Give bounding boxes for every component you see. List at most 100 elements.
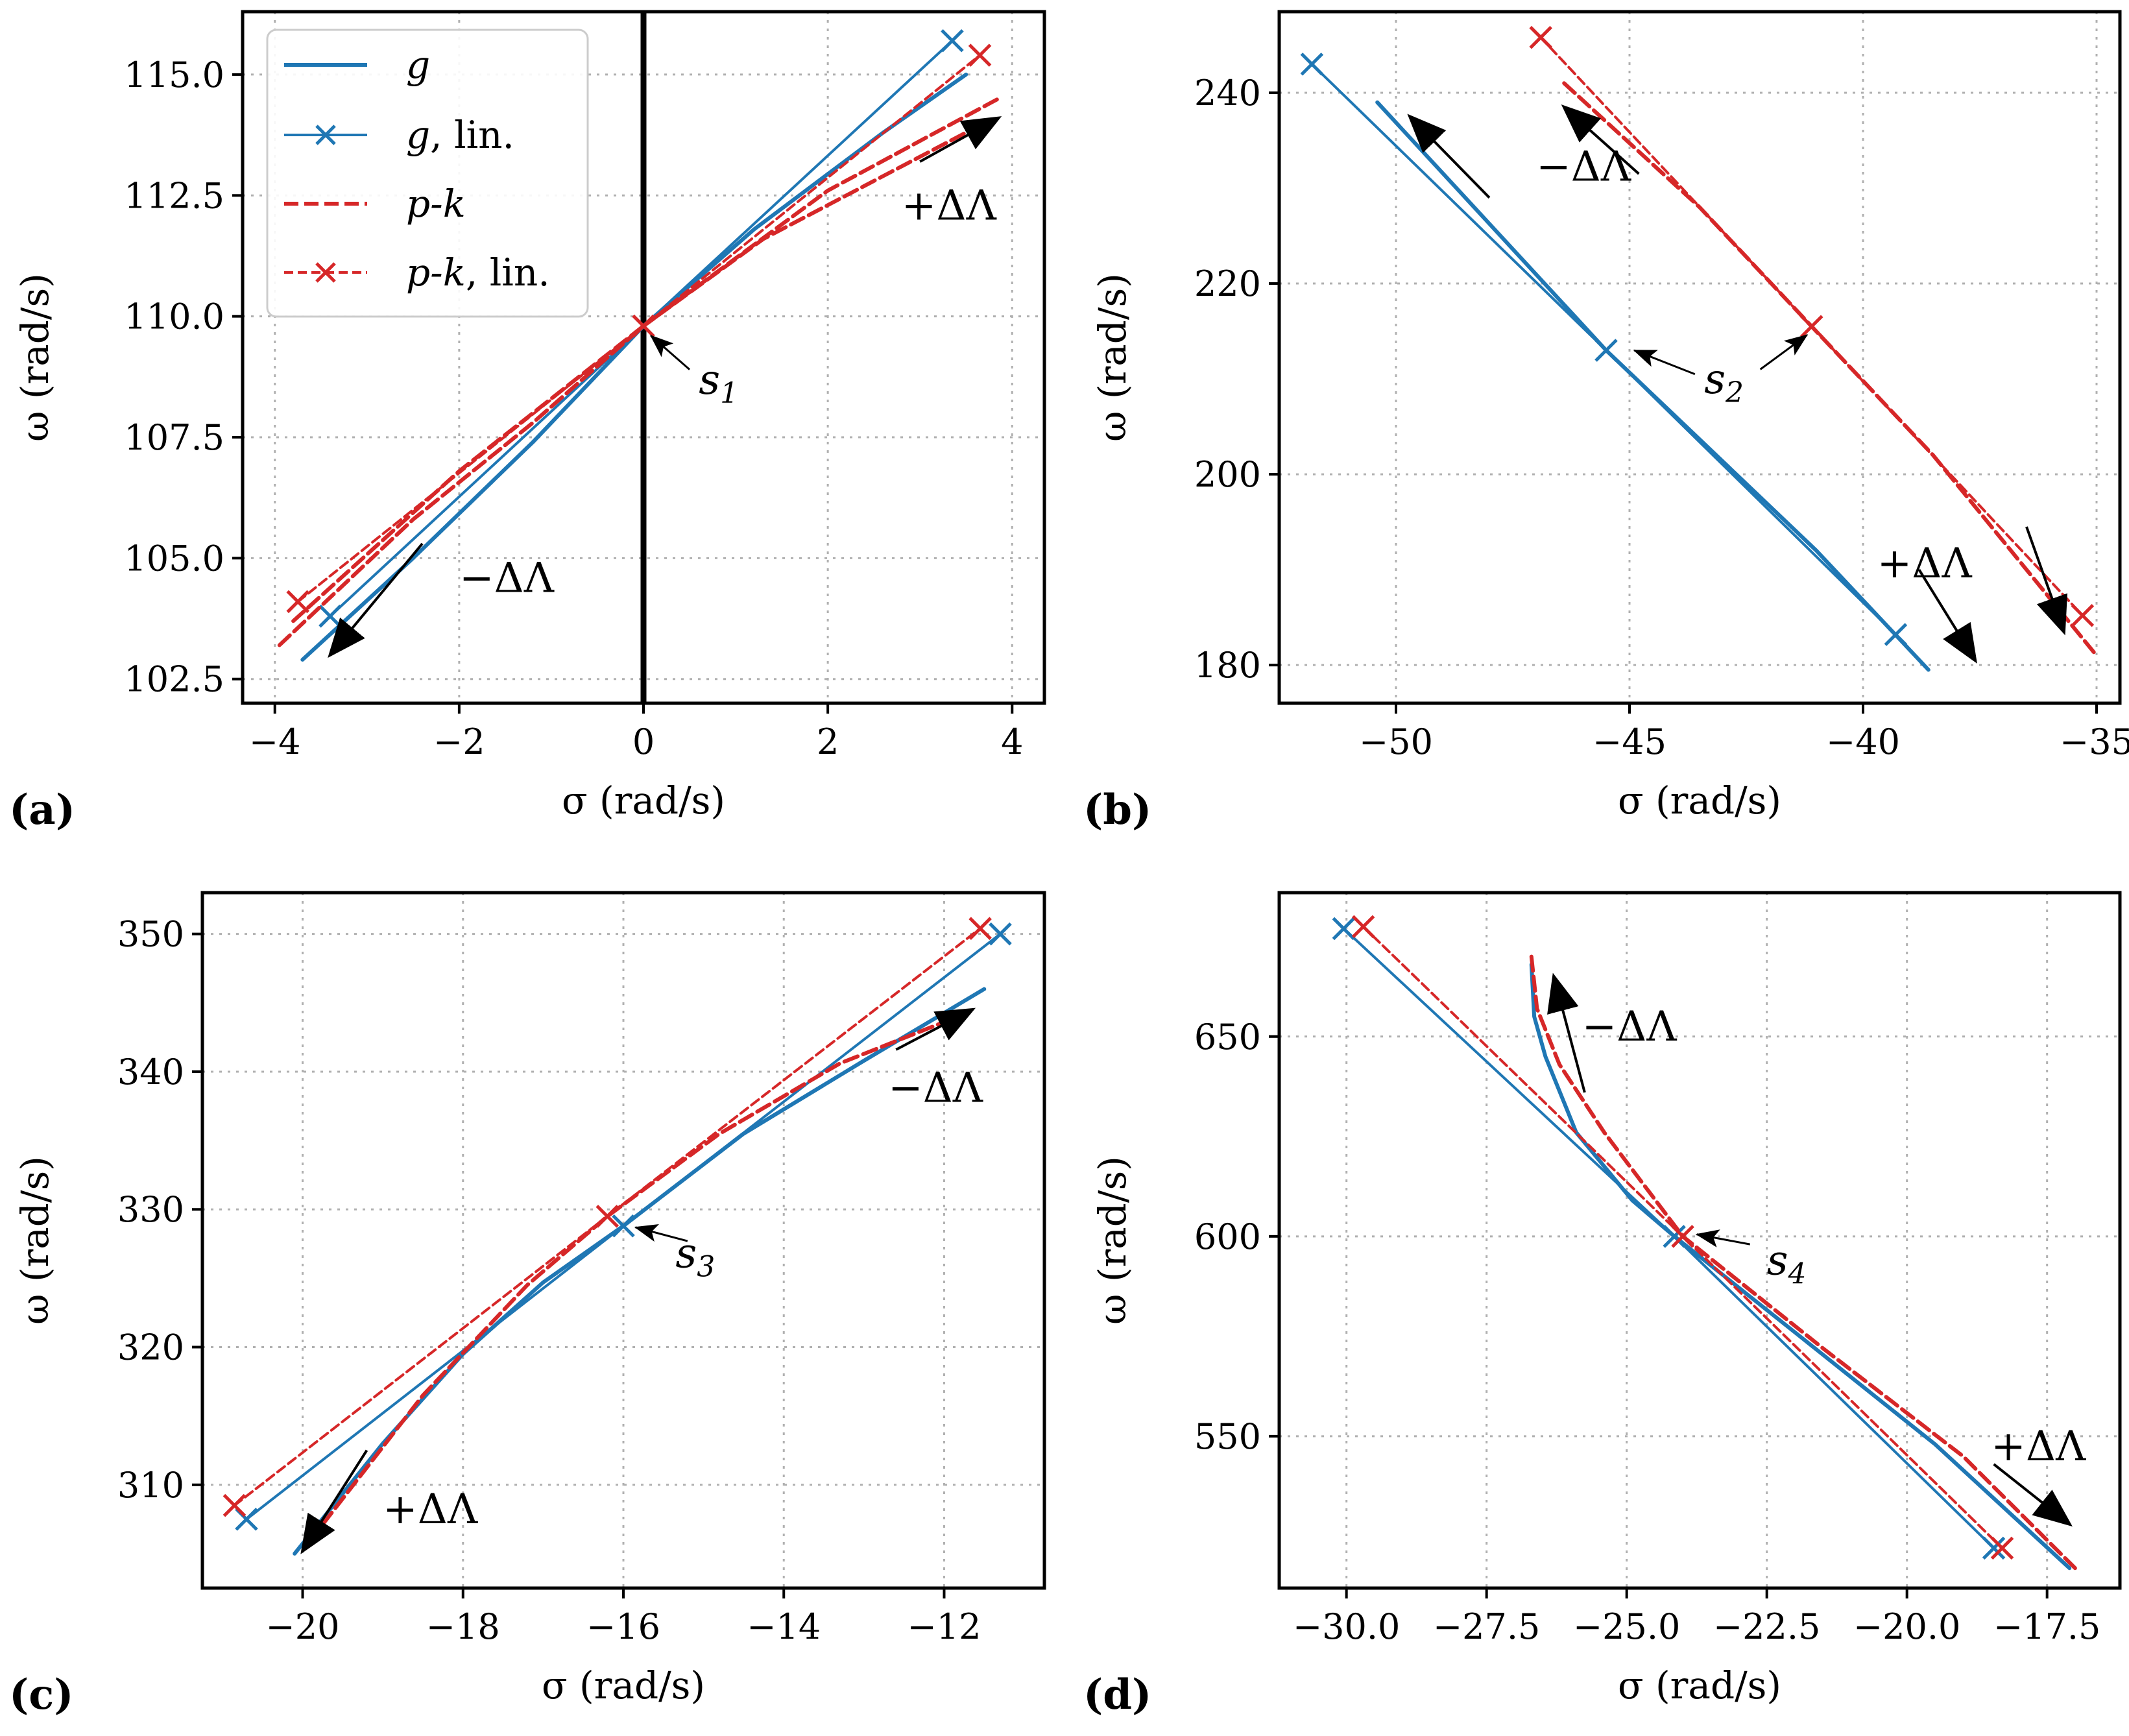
x-tick-label: −35 <box>2060 721 2129 762</box>
x-tick-label: −12 <box>907 1606 981 1647</box>
series-p-k-line <box>1529 954 2077 1571</box>
point-label-subscript: 3 <box>697 1250 715 1283</box>
series-p-k-lin-marker <box>1800 315 1823 338</box>
y-tick-label: 105.0 <box>124 538 224 579</box>
ticks-b: −50 −45 −40 −35 180 200 220 240 <box>1194 73 2129 762</box>
marker-stroke <box>1594 339 1618 362</box>
plot-area-d <box>1332 915 2077 1571</box>
x-tick-label: −18 <box>426 1606 500 1647</box>
series-p-k-lin-marker <box>286 590 310 614</box>
delta-arrow <box>895 1007 976 1051</box>
y-tick-label: 110.0 <box>124 296 224 337</box>
y-tick-label: 340 <box>117 1052 184 1092</box>
x-tick-label: −4 <box>249 721 301 762</box>
point-label-base: s <box>675 1229 697 1277</box>
y-axis-label-d: ω (rad/s) <box>1090 1156 1135 1325</box>
delta-arrow <box>1993 1463 2073 1527</box>
x-tick-label: −25.0 <box>1573 1606 1680 1647</box>
point-arrow <box>1759 334 1809 370</box>
legend-entry-pk: p-k <box>406 182 466 226</box>
y-tick-label: 112.5 <box>124 175 224 216</box>
legend-marker-pk-lin <box>315 262 336 283</box>
point-label-subscript: 1 <box>720 377 738 410</box>
series-g-lin-marker <box>1594 339 1618 362</box>
ticks-c: −20 −18 −16 −14 −12 310 320 330 340 350 <box>117 914 981 1647</box>
axes-border <box>1277 891 2122 1590</box>
point-label-subscript: 2 <box>1725 376 1744 409</box>
marker-stroke <box>1332 917 1356 941</box>
series-p-k-lin-marker <box>968 43 992 67</box>
x-tick-label: −45 <box>1593 721 1666 762</box>
panel-label-c: (c) <box>9 1670 74 1719</box>
y-tick-label: 220 <box>1194 263 1261 304</box>
delta-arrow <box>1918 569 1977 664</box>
y-axis-label-a: ω (rad/s) <box>13 273 57 442</box>
x-tick-label: 0 <box>632 721 655 762</box>
marker-stroke <box>968 43 992 67</box>
series-g-lin-marker <box>612 1214 635 1238</box>
annotations-d: −ΔΛ +ΔΛ s4 <box>1547 972 2086 1527</box>
point-label: s3 <box>675 1229 715 1283</box>
marker-stroke <box>1671 1225 1694 1248</box>
panel-b: −50 −45 −40 −35 180 200 220 240 −ΔΛ +ΔΛ s2 σ (rad… <box>1083 10 2129 834</box>
legend-suffix-g-lin: , lin. <box>430 113 514 157</box>
series-p-k-line <box>308 1010 970 1542</box>
marker-stroke <box>1982 1536 2006 1560</box>
x-axis-label-b: σ (rad/s) <box>1618 778 1781 823</box>
legend-label-pk: p-k <box>406 182 466 226</box>
legend: g g, lin. p-k p-k, lin. <box>266 29 589 318</box>
delta-lambda-label: −ΔΛ <box>1536 143 1631 191</box>
legend-suffix-pk-lin: , lin. <box>466 250 550 295</box>
marker-stroke <box>595 1205 619 1228</box>
x-tick-label: −50 <box>1359 721 1433 762</box>
delta-lambda-label: +ΔΛ <box>902 182 997 230</box>
marker-stroke <box>941 29 964 53</box>
series-p-k-lin-marker <box>595 1205 619 1228</box>
legend-label-g-lin: g <box>406 113 430 157</box>
plot-area-a <box>277 12 1000 703</box>
series-p-k-lin-marker <box>1351 915 1375 939</box>
legend-label-pk-lin: p-k <box>406 250 466 295</box>
marker-stroke <box>1300 53 1324 76</box>
marker-stroke <box>223 1493 247 1517</box>
x-tick-label: −40 <box>1826 721 1900 762</box>
x-tick-label: −27.5 <box>1433 1606 1540 1647</box>
plot-area-b <box>1300 25 2099 672</box>
point-label-subscript: 4 <box>1788 1257 1807 1290</box>
grid-b <box>1279 12 2120 703</box>
series-g-lin-marker <box>1332 917 1356 941</box>
series-g-lin-marker <box>1982 1536 2006 1560</box>
marker-stroke <box>2071 603 2095 627</box>
y-tick-label: 310 <box>117 1465 184 1506</box>
y-tick-label: 240 <box>1194 73 1261 114</box>
series-p-k-lin-marker <box>1990 1536 2014 1560</box>
panel-d: −30.0 −27.5 −25.0 −22.5 −20.0 −17.5550600650 … <box>1083 891 2122 1719</box>
series-g-lin-marker <box>1884 623 1908 646</box>
point-label: s1 <box>699 356 738 410</box>
y-tick-label: 102.5 <box>124 659 224 700</box>
axes-frame-b <box>1277 10 2122 705</box>
y-tick-label: 320 <box>117 1327 184 1368</box>
point-label-base: s <box>699 356 720 404</box>
series-g-line <box>1529 962 2072 1571</box>
marker-stroke <box>319 605 342 628</box>
delta-lambda-label: −ΔΛ <box>459 555 555 603</box>
annotations-a: +ΔΛ −ΔΛ s1 <box>328 116 1002 658</box>
x-tick-label: −22.5 <box>1713 1606 1820 1647</box>
marker-stroke <box>286 590 310 614</box>
marker-stroke <box>1351 915 1375 939</box>
marker-stroke <box>235 1508 258 1531</box>
delta-arrow <box>919 116 1002 163</box>
point-arrow <box>1695 1229 1751 1248</box>
series-g-lin-marker <box>1300 53 1324 76</box>
point-label: s4 <box>1767 1236 1807 1290</box>
delta-lambda-label: −ΔΛ <box>888 1065 983 1113</box>
marker-stroke <box>612 1214 635 1238</box>
grid-c <box>202 893 1044 1588</box>
ticks-d: −30.0 −27.5 −25.0 −22.5 −20.0 −17.5 550 600 650 <box>1194 1017 2101 1647</box>
delta-arrow <box>1561 104 1640 175</box>
y-tick-label: 600 <box>1194 1216 1261 1257</box>
marker-stroke <box>1800 315 1823 338</box>
x-tick-label: 2 <box>817 721 839 762</box>
